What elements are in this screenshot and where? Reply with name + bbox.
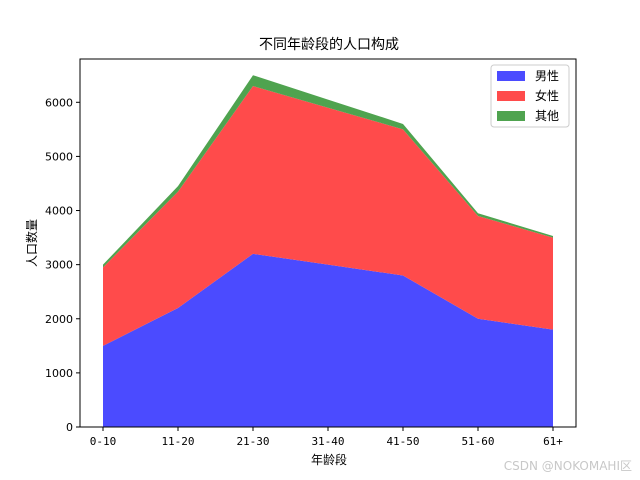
- x-tick-label: 31-40: [311, 435, 344, 448]
- chart-title: 不同年龄段的人口构成: [259, 37, 399, 53]
- y-tick-label: 0: [66, 421, 73, 434]
- x-tick-label: 61+: [543, 435, 563, 448]
- y-tick-label: 4000: [45, 205, 73, 218]
- x-tick-label: 21-30: [236, 435, 269, 448]
- y-tick-label: 5000: [45, 150, 73, 163]
- watermark: CSDN @NOKOMAHI区: [503, 459, 632, 473]
- legend-label: 女性: [535, 88, 559, 103]
- x-tick-label: 0-10: [90, 435, 117, 448]
- legend-label: 其他: [535, 109, 559, 123]
- y-tick-label: 6000: [45, 96, 73, 109]
- y-axis: 0 1000 2000 3000 4000 5000 6000: [45, 96, 80, 434]
- x-tick-label: 41-50: [386, 435, 419, 448]
- x-tick-label: 51-60: [461, 435, 494, 448]
- y-axis-label: 人口数量: [24, 219, 39, 267]
- y-tick-label: 2000: [45, 313, 73, 326]
- x-axis-label: 年龄段: [311, 452, 347, 467]
- area-series-1: [103, 86, 553, 346]
- legend-label: 男性: [535, 69, 559, 83]
- stacked-areas: [103, 75, 553, 427]
- x-axis: 0-10 11-20 21-30 31-40 41-50 51-60 61+: [90, 427, 563, 448]
- legend-swatch: [497, 71, 525, 81]
- y-tick-label: 1000: [45, 367, 73, 380]
- y-tick-label: 3000: [45, 259, 73, 272]
- x-tick-label: 11-20: [161, 435, 194, 448]
- legend-swatch: [497, 111, 525, 121]
- legend-swatch: [497, 91, 525, 101]
